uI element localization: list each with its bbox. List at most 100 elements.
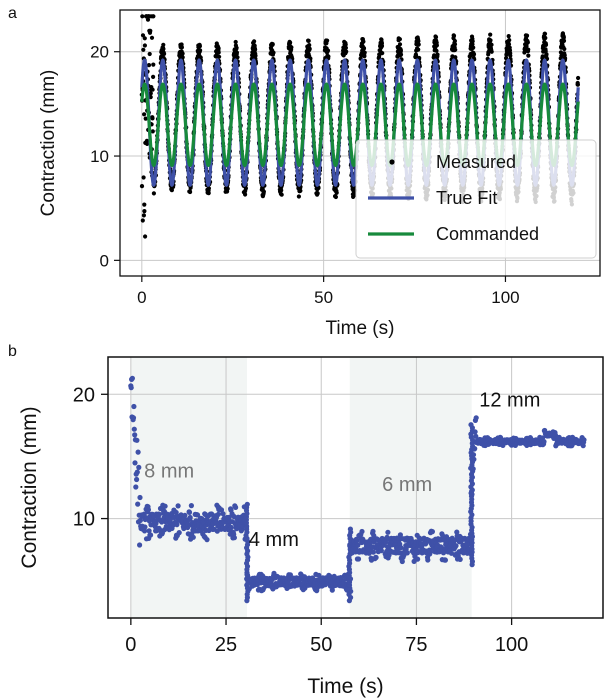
measured-point [307,43,312,48]
legend-marker-measured [389,159,395,165]
measured-point [352,192,357,198]
contraction-point [385,529,391,535]
measured-point [379,43,385,49]
x-tick-label-b: 0 [125,634,136,656]
contraction-point [453,543,459,549]
contraction-point [134,476,140,483]
measured-point [470,42,475,47]
contraction-point [215,511,221,517]
contraction-point [355,542,361,548]
measured-point [315,191,320,196]
measured-point [544,52,549,57]
measured-point [233,39,238,45]
chart-panel-a: 0 50 100 0 10 20 Measured True Fit Commanded Ti… [38,9,601,339]
chart-panel-b: 0 25 50 75 100 10 20 8 mm 4 mm 6 mm 12 mm Time (s… [18,356,604,698]
measured-point [325,38,330,43]
measured-point [216,50,221,55]
y-tick-label-a: 20 [90,43,109,62]
measured-point [526,47,531,52]
measured-point [148,95,153,100]
measured-point [362,54,367,59]
measured-point [253,53,258,58]
measured-point [143,116,148,121]
contraction-point [131,403,137,410]
legend-label: True Fit [436,188,497,208]
segment-label: 4 mm [249,529,299,551]
measured-point [575,82,581,87]
measured-point [145,17,151,22]
measured-point [397,42,403,47]
measured-point [180,51,185,56]
contraction-point [159,519,165,525]
plot-frame-a [119,9,601,277]
contraction-point [425,557,431,563]
plot-frame-b [107,356,604,619]
measured-point [488,32,493,37]
contraction-point [429,529,435,535]
measured-point [139,184,145,189]
measured-point [344,49,349,54]
x-tick-label-a: 100 [491,288,519,307]
measured-point [271,50,276,55]
contraction-series [128,375,587,604]
contraction-point [132,460,138,466]
measured-point [288,40,293,45]
contraction-point [415,556,421,562]
measured-point [142,202,147,207]
measured-point [489,49,494,54]
measured-point [307,46,312,52]
measured-point [506,42,512,47]
measured-point [279,188,284,193]
measured-point [197,44,202,49]
measured-point [148,28,153,33]
measured-point [142,112,147,117]
measured-point [161,46,166,52]
contraction-point [231,535,237,541]
measured-point [306,38,311,44]
contraction-point [135,501,141,507]
contraction-point [442,557,448,563]
measured-point [141,175,146,180]
contraction-point [135,449,141,455]
transition-point [347,526,353,532]
measured-point [506,34,511,39]
contraction-point [153,520,159,527]
y-axis-label-a: Contraction (mm) [38,70,59,217]
measured-point [216,46,221,51]
measured-point [142,43,147,48]
measured-point [451,33,457,39]
measured-point [140,218,145,223]
measured-point [540,54,545,59]
contraction-point [470,466,476,472]
measured-point [576,75,581,81]
x-tick-label-a: 0 [137,288,146,307]
measured-point [206,191,211,196]
measured-point [142,36,147,41]
contraction-point [182,512,188,519]
contraction-point [383,539,389,545]
measured-point [217,54,222,59]
contraction-point [162,503,168,509]
measured-point [524,44,529,49]
shaded-region [349,357,472,618]
x-axis-label-b: Time (s) [307,675,383,698]
measured-point [144,138,149,143]
measured-point [562,46,567,52]
commanded-line [140,82,580,167]
contraction-point [156,511,162,517]
measured-point [235,55,240,60]
measured-point [243,186,248,191]
measured-point [559,53,564,58]
contraction-point [427,550,433,556]
measured-point [289,45,294,50]
measured-point [151,62,156,67]
measured-point [525,40,530,45]
measured-point [146,63,152,68]
contraction-point [541,439,547,445]
measured-point [316,185,321,191]
measured-point [180,55,185,60]
measured-point [414,53,419,58]
measured-point [416,47,421,52]
contraction-point [370,528,376,534]
